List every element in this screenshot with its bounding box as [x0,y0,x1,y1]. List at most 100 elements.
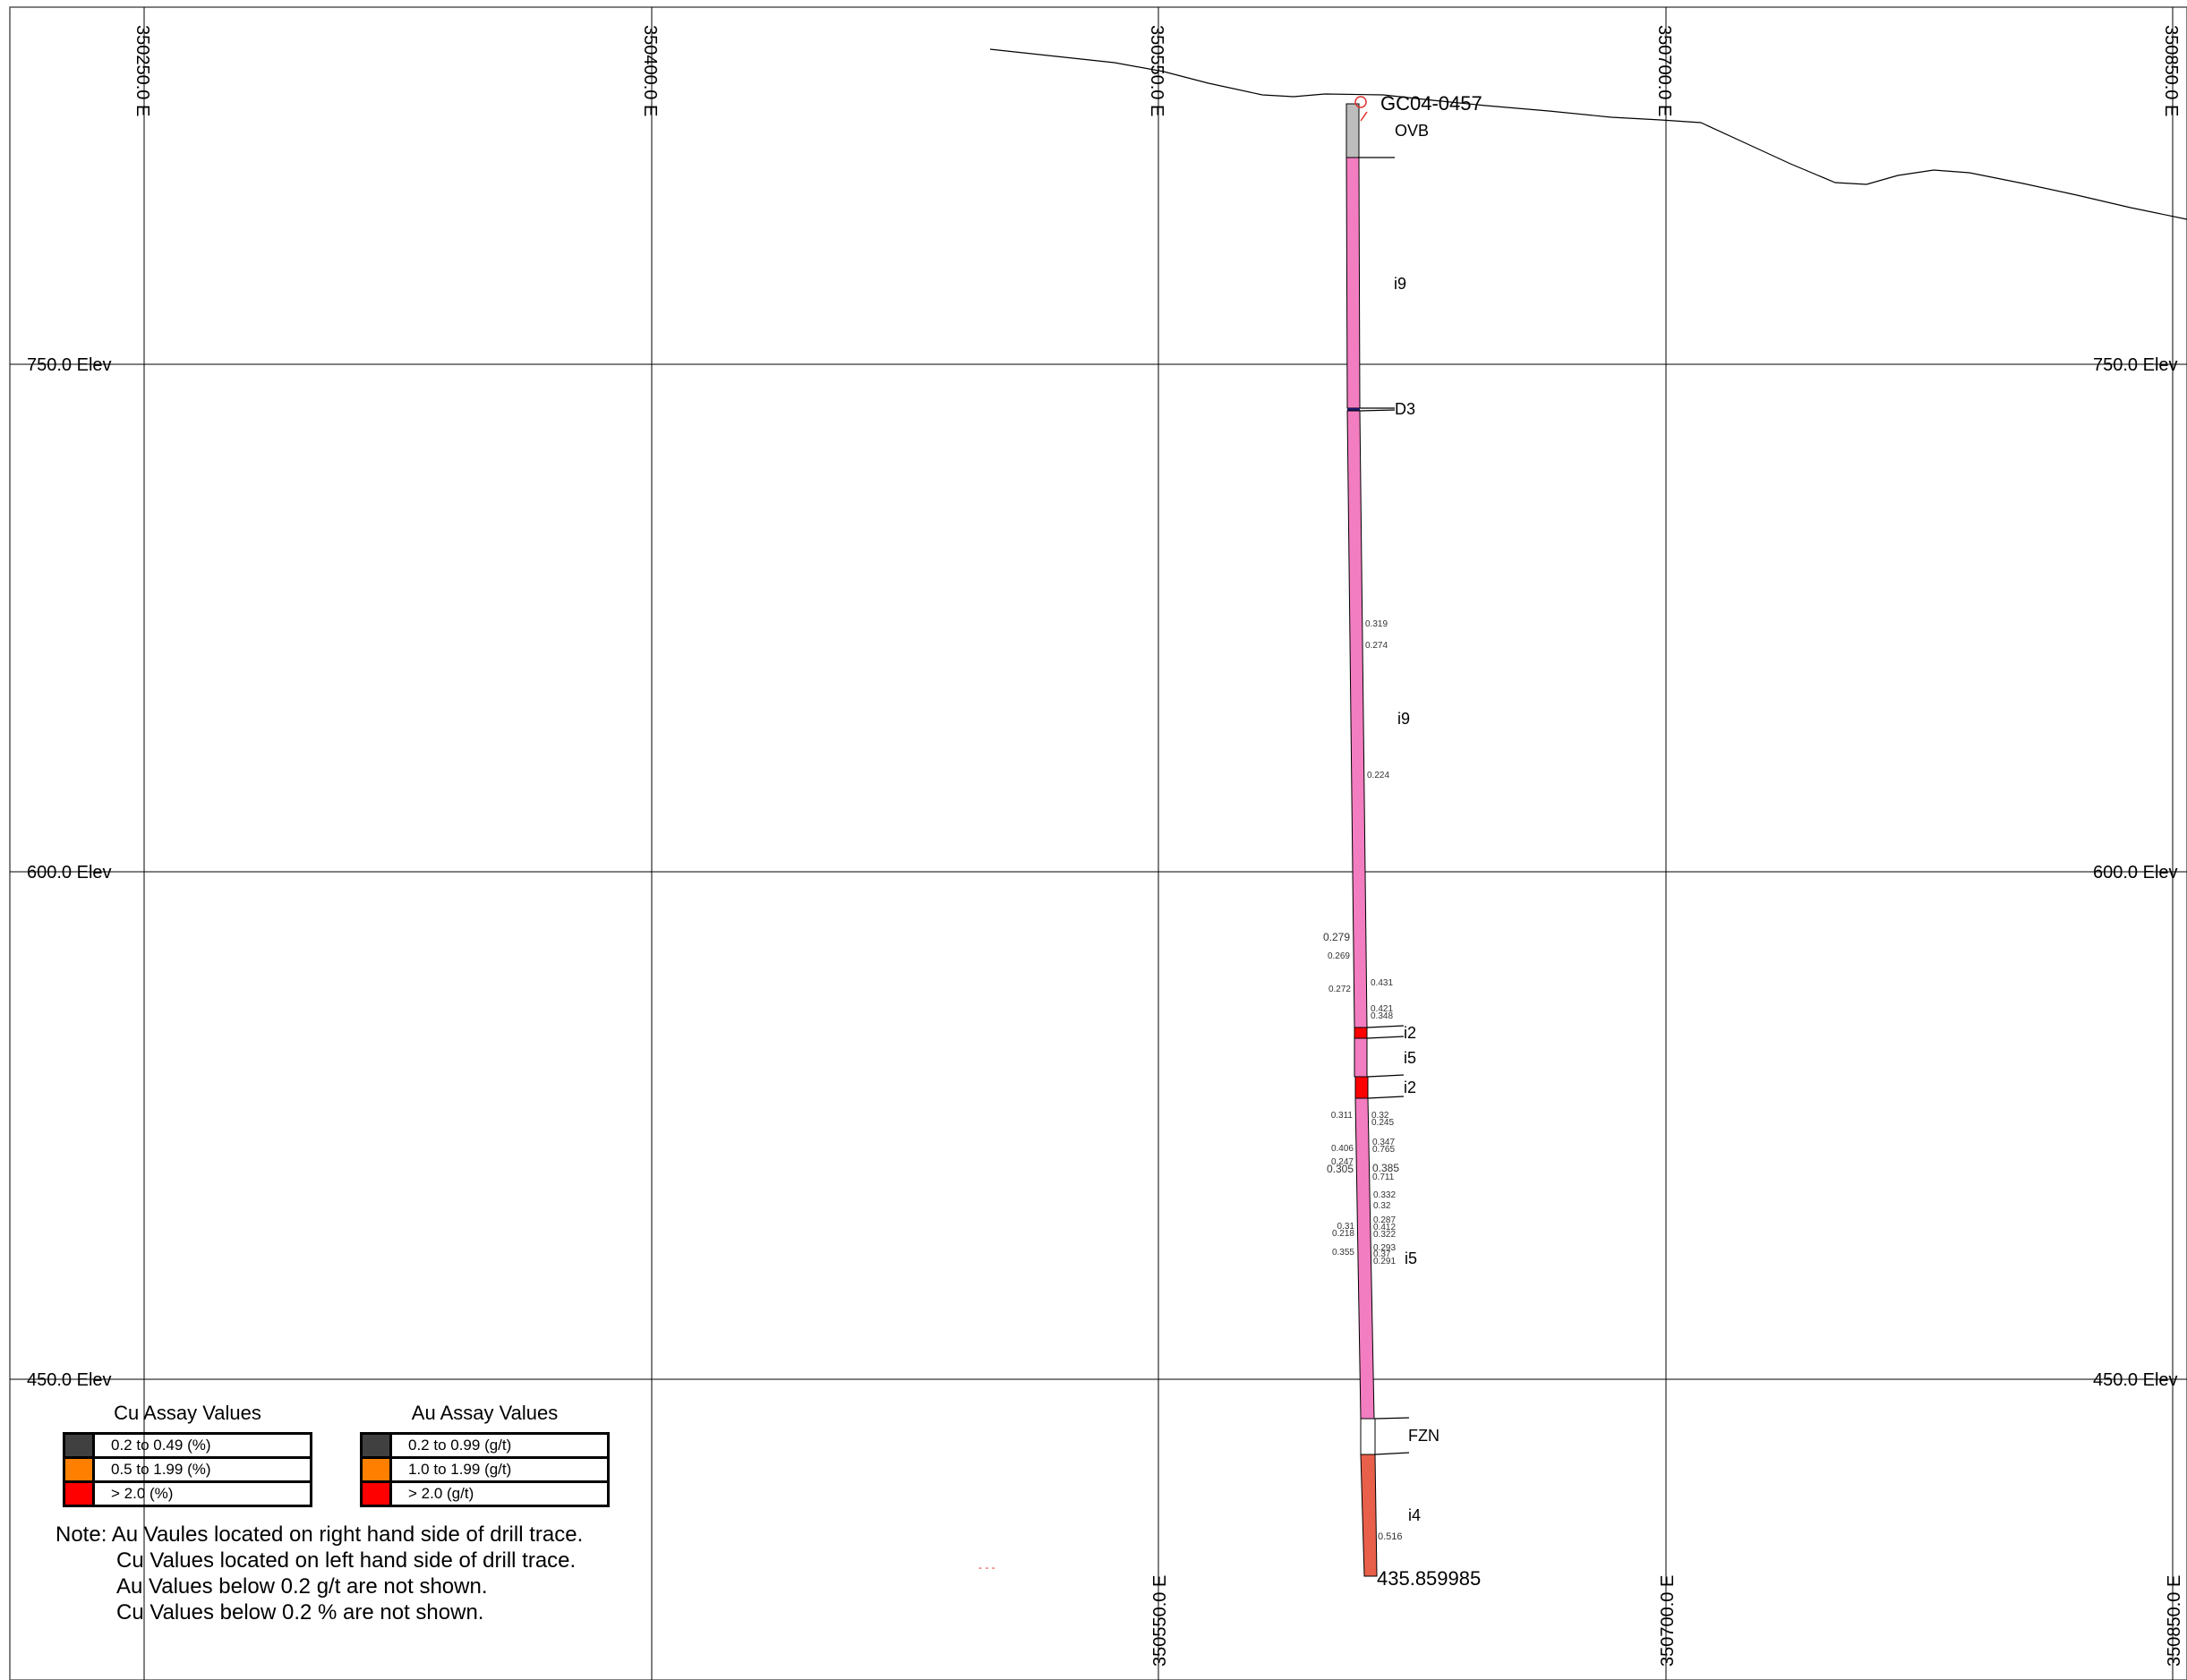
legend-label: > 2.0 (g/t) [389,1480,610,1507]
au-assay-value: 0.412 [1373,1223,1396,1232]
legend-label: > 2.0 (%) [92,1480,312,1507]
easting-label-top: 350700.0 E [1654,25,1674,116]
au-assay-value: 0.224 [1367,771,1389,780]
trace-segment-ovb [1346,103,1360,158]
au-assay-value: 0.765 [1372,1145,1395,1155]
au-legend: Au Assay Values 0.2 to 0.99 (g/t) 1.0 to… [360,1402,610,1507]
trace-segment-i5 [1354,1037,1368,1078]
contact-tick [1366,1025,1405,1028]
cu-legend-title: Cu Assay Values [114,1402,261,1424]
au-legend-item: > 2.0 (g/t) [360,1480,610,1507]
lithology-label: i4 [1408,1506,1421,1524]
contact-tick [1367,1096,1405,1099]
lithology-label: i9 [1394,275,1406,293]
easting-label-bottom: 350700.0 E [1658,1575,1678,1667]
lithology-label: OVB [1395,122,1429,140]
note-line: Note: Au Vaules located on right hand si… [56,1522,584,1547]
legend-swatch [63,1432,95,1459]
trace-segment-i2 [1354,1027,1368,1039]
legend-label: 0.2 to 0.49 (%) [92,1432,312,1459]
hole-id-label: GC04-0457 [1380,92,1482,115]
au-legend-title: Au Assay Values [411,1402,559,1424]
cu-assay-value: 0.269 [1328,951,1350,961]
au-assay-value: 0.332 [1373,1190,1396,1200]
trace-segment-i2 [1354,1076,1369,1099]
legend-label: 1.0 to 1.99 (g/t) [389,1456,610,1483]
lithology-label: i9 [1397,710,1410,728]
easting-label-bottom: 350850.0 E [2165,1575,2184,1667]
au-legend-item: 1.0 to 1.99 (g/t) [360,1456,610,1483]
collar-tick [1360,111,1368,122]
cu-assay-value: 0.272 [1328,985,1351,994]
au-assay-value: 0.274 [1365,641,1388,651]
au-assay-value: 0.293 [1373,1243,1396,1253]
trace-segment-fzn [1360,1418,1376,1455]
cu-assay-value: 0.247 [1331,1157,1354,1167]
au-assay-value: 0.32 [1373,1201,1391,1211]
dash-marks: - - - [978,1561,995,1573]
note-line: Au Values below 0.2 g/t are not shown. [116,1574,488,1599]
au-assay-value: 0.319 [1365,619,1388,629]
au-assay-value: 0.431 [1371,978,1393,988]
au-assay-value: 0.322 [1373,1230,1396,1240]
trace-segment-d3 [1347,408,1360,411]
au-assay-value: 0.245 [1371,1118,1394,1128]
elevation-label-left: 600.0 Elev [27,863,112,883]
au-legend-item: 0.2 to 0.99 (g/t) [360,1432,610,1459]
contact-tick [1366,1036,1405,1039]
au-assay-value: 0.37 [1373,1249,1391,1259]
lithology-label: FZN [1408,1427,1439,1445]
au-assay-value: 0.711 [1372,1173,1395,1182]
legend-label: 0.2 to 0.99 (g/t) [389,1432,610,1459]
elevation-label-right: 450.0 Elev [2093,1370,2178,1390]
easting-label-top: 350250.0 E [132,25,152,116]
contact-tick [1359,409,1396,412]
grid-lines [10,7,2187,1680]
contact-tick [1374,1417,1410,1420]
note-line: Cu Values below 0.2 % are not shown. [116,1600,484,1625]
au-assay-value: 0.385 [1372,1162,1399,1174]
notes-block: Note: Au Vaules located on right hand si… [56,1522,583,1625]
cu-legend: Cu Assay Values 0.2 to 0.49 (%) 0.5 to 1… [63,1402,312,1507]
elevation-label-right: 600.0 Elev [2093,863,2178,883]
legend-swatch [360,1432,392,1459]
trace-segment-i5 [1354,1097,1375,1420]
easting-label-top: 350850.0 E [2161,25,2181,116]
cu-legend-table: 0.2 to 0.49 (%) 0.5 to 1.99 (%) > 2.0 (%… [63,1432,312,1507]
cu-assay-value: 0.31 [1337,1222,1355,1232]
au-assay-value: 0.421 [1371,1004,1393,1014]
lithology-label: i5 [1404,1049,1416,1067]
legend-swatch [360,1480,392,1507]
au-legend-table: 0.2 to 0.99 (g/t) 1.0 to 1.99 (g/t) > 2.… [360,1432,610,1507]
easting-label-top: 350400.0 E [640,25,660,116]
au-assay-value: 0.291 [1373,1257,1396,1266]
trace-segment-i9-lower [1346,410,1368,1028]
elevation-label-left: 450.0 Elev [27,1370,112,1390]
easting-label-top: 350550.0 E [1147,25,1166,116]
lithology-label: i5 [1405,1249,1417,1267]
contact-tick [1374,1452,1410,1455]
legend-swatch [63,1480,95,1507]
cu-assay-value: 0.406 [1331,1144,1354,1154]
trace-segment-i4 [1360,1454,1378,1577]
lithology-label: i2 [1404,1079,1416,1096]
legend-swatch [63,1456,95,1483]
elevation-label-right: 750.0 Elev [2093,355,2178,375]
legend-label: 0.5 to 1.99 (%) [92,1456,312,1483]
au-assay-value: 0.32 [1371,1111,1389,1121]
end-depth-label: 435.859985 [1377,1567,1481,1590]
collar-icon [1354,96,1367,108]
trace-segment-i9-upper [1346,157,1361,409]
elevation-label-left: 750.0 Elev [27,355,112,375]
cu-assay-value: 0.305 [1327,1163,1354,1175]
topography-line [989,48,2187,220]
map-frame [9,6,2187,1680]
cu-legend-item: 0.2 to 0.49 (%) [63,1432,312,1459]
au-assay-value: 0.287 [1373,1215,1396,1225]
au-assay-value: 0.347 [1372,1138,1395,1147]
legend-swatch [360,1456,392,1483]
lithology-label: i2 [1404,1024,1416,1042]
cu-assay-value: 0.311 [1331,1111,1354,1121]
contact-tick [1367,1074,1405,1078]
